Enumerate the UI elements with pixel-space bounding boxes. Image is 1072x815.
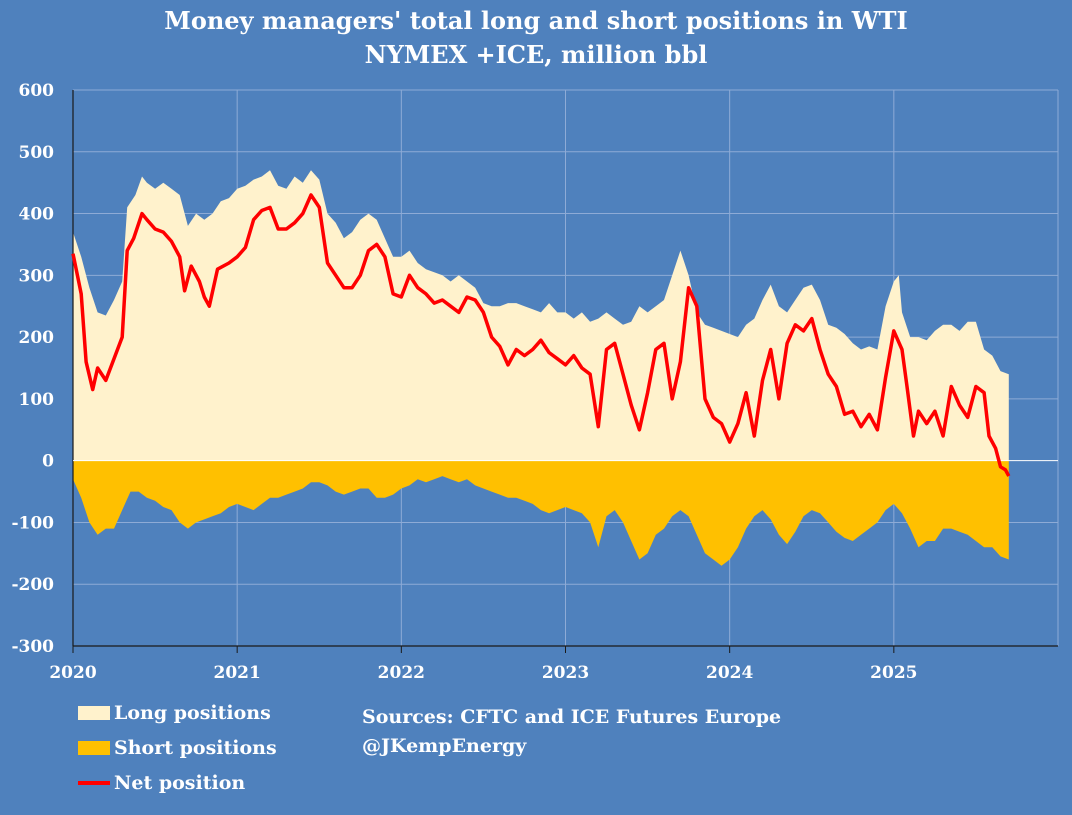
y-tick-label: -300 [11,637,54,657]
chart-subtitle: NYMEX +ICE, million bbl [364,40,708,69]
net-position-line [71,193,1011,477]
short-swatch [78,741,110,755]
y-tick-label: 0 [42,452,54,472]
legend-label-long: Long positions [114,702,271,724]
chart-title: Money managers' total long and short pos… [164,6,908,35]
legend-item-short: Short positions [78,735,277,761]
axes [72,90,1058,653]
legend-item-net: Net position [78,770,245,796]
net-line-layer [71,193,1011,477]
x-tick-label: 2021 [214,663,261,683]
plot-area [73,170,1009,566]
legend-item-long: Long positions [78,700,271,726]
x-tick-label: 2024 [706,663,753,683]
x-tick-label: 2022 [378,663,425,683]
x-tick-label: 2023 [542,663,589,683]
legend-label-net: Net position [114,772,246,794]
x-tick-label: 2025 [870,663,917,683]
net-swatch [78,781,110,785]
y-tick-label: 300 [19,266,55,286]
x-tick-label: 2020 [49,663,96,683]
sources-text: Sources: CFTC and ICE Futures Europe [362,706,782,728]
y-tick-label: 400 [19,205,55,225]
tick-labels: 600 500 400 300 200 100 0 -100 -200 -300 2020 2021 2… [11,81,917,683]
y-tick-label: 100 [19,390,55,410]
long-positions-area [73,170,1009,461]
y-tick-label: 600 [19,81,55,101]
long-swatch [78,706,110,720]
y-tick-label: 200 [19,328,55,348]
short-positions-area [73,460,1009,566]
y-tick-label: 500 [19,143,55,163]
y-tick-label: -100 [11,513,54,533]
y-tick-label: -200 [11,575,54,595]
handle-text: @JKempEnergy [362,735,527,757]
legend-label-short: Short positions [114,737,277,759]
